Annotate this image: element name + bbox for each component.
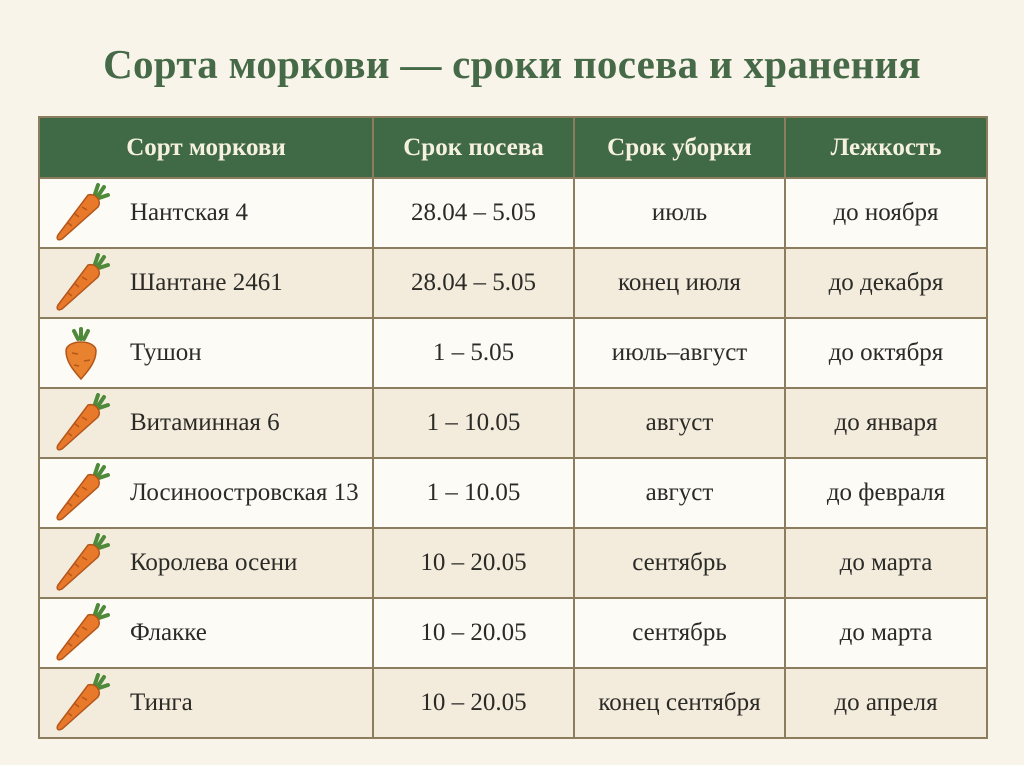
table-row: Нантская 4 28.04 – 5.05 июль до ноября <box>38 177 988 249</box>
variety-wrap: Витаминная 6 <box>41 393 371 453</box>
table-cell: сентябрь <box>573 527 786 599</box>
column-header: Срок уборки <box>573 116 786 179</box>
carrot-table: Сорт моркови Срок посева Срок уборки Лежкос… <box>38 116 988 739</box>
table-cell: 1 – 5.05 <box>372 317 575 389</box>
variety-cell: Лосиноостровская 13 <box>38 457 374 529</box>
column-header: Срок посева <box>372 116 575 179</box>
variety-name: Нантская 4 <box>130 199 248 226</box>
table-cell: до апреля <box>784 667 988 739</box>
variety-wrap: Шантане 2461 <box>41 253 371 313</box>
table-cell: август <box>573 457 786 529</box>
table-cell: 10 – 20.05 <box>372 527 575 599</box>
column-header: Лежкость <box>784 116 988 179</box>
table-cell: до октября <box>784 317 988 389</box>
variety-cell: Шантане 2461 <box>38 247 374 319</box>
carrot-icon <box>56 393 110 451</box>
table-row: Шантане 2461 28.04 – 5.05 конец июля до дек… <box>38 247 988 319</box>
variety-name: Тушон <box>130 339 202 366</box>
variety-wrap: Флакке <box>41 603 371 663</box>
table-cell: до марта <box>784 527 988 599</box>
variety-cell: Флакке <box>38 597 374 669</box>
table-cell: до ноября <box>784 177 988 249</box>
table-row: Витаминная 6 1 – 10.05 август до января <box>38 387 988 459</box>
carrot-icon <box>65 327 97 381</box>
variety-name: Витаминная 6 <box>130 409 280 436</box>
table-row: Королева осени 10 – 20.05 сентябрь до марта <box>38 527 988 599</box>
table-cell: до марта <box>784 597 988 669</box>
table-row: Флакке 10 – 20.05 сентябрь до марта <box>38 597 988 669</box>
table-body: Нантская 4 28.04 – 5.05 июль до ноября Шанта… <box>38 177 988 739</box>
table-cell: 28.04 – 5.05 <box>372 247 575 319</box>
table-cell: 1 – 10.05 <box>372 387 575 459</box>
column-header: Сорт моркови <box>38 116 374 179</box>
variety-cell: Нантская 4 <box>38 177 374 249</box>
variety-wrap: Тинга <box>41 673 371 733</box>
variety-name: Королева осени <box>130 549 298 576</box>
table-cell: до января <box>784 387 988 459</box>
carrot-icon <box>56 603 110 661</box>
variety-cell: Витаминная 6 <box>38 387 374 459</box>
table-cell: 10 – 20.05 <box>372 597 575 669</box>
variety-name: Флакке <box>130 619 207 646</box>
table-row: Тушон 1 – 5.05 июль–август до октября <box>38 317 988 389</box>
table-cell: до декабря <box>784 247 988 319</box>
table-row: Лосиноостровская 13 1 – 10.05 август до фев… <box>38 457 988 529</box>
carrot-icon <box>56 533 110 591</box>
table-cell: конец июля <box>573 247 786 319</box>
table-cell: июль <box>573 177 786 249</box>
variety-cell: Королева осени <box>38 527 374 599</box>
variety-cell: Тинга <box>38 667 374 739</box>
table-row: Тинга 10 – 20.05 конец сентября до апреля <box>38 667 988 739</box>
table-cell: 1 – 10.05 <box>372 457 575 529</box>
variety-cell: Тушон <box>38 317 374 389</box>
carrot-icon <box>56 463 110 521</box>
table-cell: до февраля <box>784 457 988 529</box>
header-row: Сорт моркови Срок посева Срок уборки Лежкос… <box>38 116 988 179</box>
variety-wrap: Лосиноостровская 13 <box>41 463 371 523</box>
variety-name: Тинга <box>130 689 193 716</box>
variety-wrap: Королева осени <box>41 533 371 593</box>
page-title: Сорта моркови — сроки посева и хранения <box>103 41 921 87</box>
variety-name: Лосиноостровская 13 <box>130 479 359 506</box>
variety-wrap: Тушон <box>41 323 371 383</box>
carrot-icon <box>56 253 110 311</box>
table-cell: конец сентября <box>573 667 786 739</box>
table-cell: август <box>573 387 786 459</box>
table-cell: июль–август <box>573 317 786 389</box>
carrot-icon <box>56 183 110 241</box>
variety-name: Шантане 2461 <box>130 269 283 296</box>
variety-wrap: Нантская 4 <box>41 183 371 243</box>
table-cell: 28.04 – 5.05 <box>372 177 575 249</box>
carrot-icon <box>56 673 110 731</box>
table-cell: 10 – 20.05 <box>372 667 575 739</box>
table-cell: сентябрь <box>573 597 786 669</box>
